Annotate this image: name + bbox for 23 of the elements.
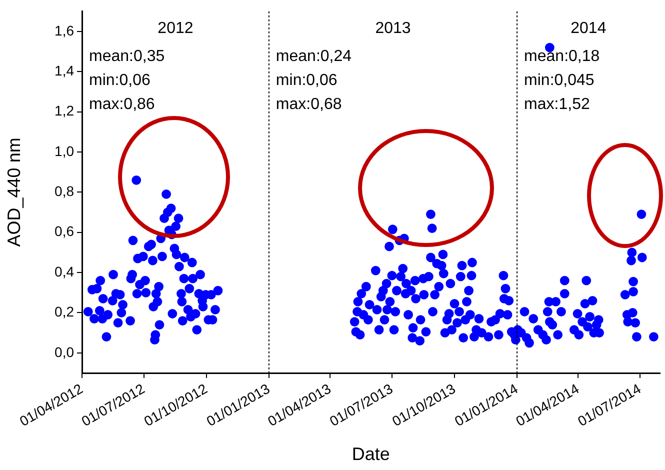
y-tick-label: 0,6 <box>54 223 74 240</box>
y-axis-title: AOD_440 nm <box>4 138 24 247</box>
y-tick-label: 0,2 <box>54 304 74 320</box>
y-tick-label: 0,0 <box>54 344 74 360</box>
annotation: 2013 <box>375 20 411 37</box>
y-tick-label: 1,0 <box>54 142 74 159</box>
annotation: mean:0,18 <box>524 48 600 65</box>
annotation: min:0,045 <box>524 72 594 89</box>
annotation: 2012 <box>158 20 194 37</box>
y-tick-label: 1,4 <box>54 62 74 79</box>
annotation: 2014 <box>570 20 606 37</box>
annotation: min:0,06 <box>89 72 150 89</box>
annotation: max:0,68 <box>276 96 342 113</box>
x-axis-title: Date <box>352 444 390 464</box>
annotation: mean:0,35 <box>89 48 165 65</box>
annotation: min:0,06 <box>276 72 338 89</box>
y-tick-label: 0,8 <box>54 183 74 200</box>
y-tick-label: 0,4 <box>54 263 74 280</box>
y-tick-label: 1,6 <box>54 22 74 38</box>
annotation: max:0,86 <box>89 96 155 113</box>
annotation: mean:0,24 <box>276 48 352 65</box>
annotation: max:1,52 <box>524 96 590 113</box>
y-tick-label: 1,2 <box>54 102 74 119</box>
